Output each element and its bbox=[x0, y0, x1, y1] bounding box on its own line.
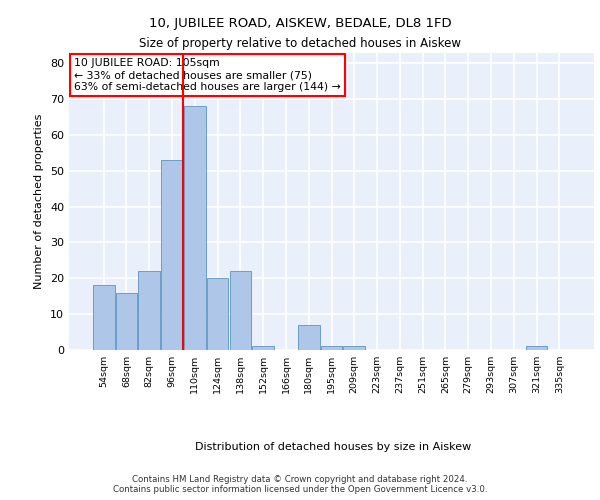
Bar bbox=[93, 286, 115, 350]
Text: 10 JUBILEE ROAD: 105sqm
← 33% of detached houses are smaller (75)
63% of semi-de: 10 JUBILEE ROAD: 105sqm ← 33% of detache… bbox=[74, 58, 341, 92]
Bar bbox=[207, 278, 229, 350]
Bar bbox=[320, 346, 343, 350]
Text: 10, JUBILEE ROAD, AISKEW, BEDALE, DL8 1FD: 10, JUBILEE ROAD, AISKEW, BEDALE, DL8 1F… bbox=[149, 18, 451, 30]
Bar bbox=[161, 160, 183, 350]
Bar bbox=[116, 292, 137, 350]
Text: Distribution of detached houses by size in Aiskew: Distribution of detached houses by size … bbox=[195, 442, 471, 452]
Text: Contains HM Land Registry data © Crown copyright and database right 2024.
Contai: Contains HM Land Registry data © Crown c… bbox=[113, 474, 487, 494]
Bar bbox=[298, 325, 320, 350]
Bar bbox=[230, 271, 251, 350]
Bar bbox=[526, 346, 547, 350]
Text: Size of property relative to detached houses in Aiskew: Size of property relative to detached ho… bbox=[139, 38, 461, 51]
Bar bbox=[184, 106, 206, 350]
Bar bbox=[343, 346, 365, 350]
Y-axis label: Number of detached properties: Number of detached properties bbox=[34, 114, 44, 289]
Bar bbox=[139, 271, 160, 350]
Bar bbox=[253, 346, 274, 350]
